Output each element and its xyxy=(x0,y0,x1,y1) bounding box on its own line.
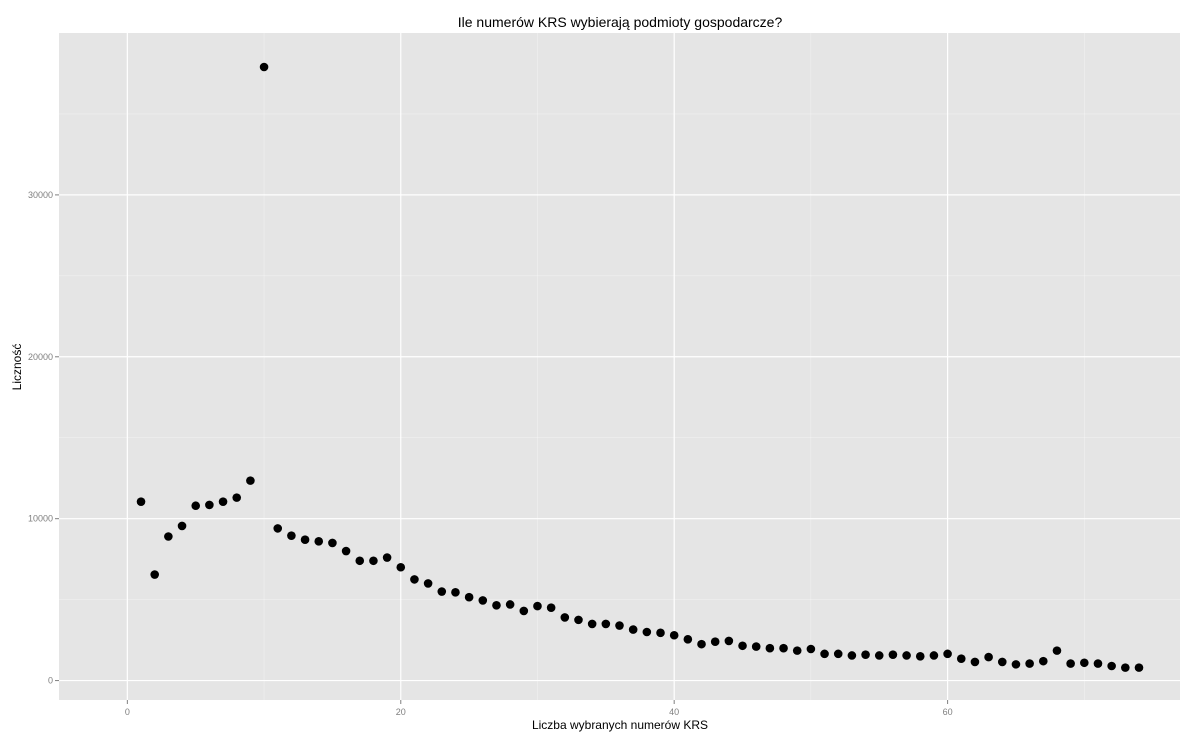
data-point xyxy=(519,606,529,616)
data-point xyxy=(710,637,720,647)
y-tick-label: 0 xyxy=(48,676,53,686)
y-tick-label: 30000 xyxy=(28,190,53,200)
data-point xyxy=(478,596,488,605)
data-point xyxy=(724,636,734,646)
data-point xyxy=(888,650,898,659)
data-point xyxy=(902,651,911,660)
data-point xyxy=(1066,659,1075,668)
x-tick-label: 0 xyxy=(125,707,130,717)
data-point xyxy=(232,493,242,502)
data-point xyxy=(300,535,310,545)
data-point xyxy=(915,651,925,661)
data-point xyxy=(970,657,980,667)
data-point xyxy=(314,537,324,546)
data-point xyxy=(396,562,406,572)
data-point xyxy=(451,588,460,597)
data-point xyxy=(833,649,843,659)
data-point xyxy=(1038,656,1048,666)
data-point xyxy=(997,657,1007,667)
data-point xyxy=(437,587,447,596)
data-point xyxy=(956,654,966,664)
data-point xyxy=(505,600,515,609)
data-point xyxy=(1107,661,1116,671)
data-point xyxy=(287,531,296,540)
axis-ticks: 0 20 40 60 0 10000 20000 30000 xyxy=(28,190,953,717)
data-point xyxy=(874,651,884,660)
data-point xyxy=(150,570,159,579)
data-point xyxy=(697,639,706,649)
data-point xyxy=(164,532,173,541)
data-point xyxy=(943,649,952,659)
data-point xyxy=(464,592,474,602)
data-point xyxy=(601,619,611,629)
data-point xyxy=(806,644,816,654)
data-point xyxy=(615,621,624,630)
chart-title: Ile numerów KRS wybierają podmioty gospo… xyxy=(458,14,783,30)
data-point xyxy=(820,649,829,659)
x-tick-label: 40 xyxy=(669,707,679,717)
data-point xyxy=(1025,659,1034,668)
data-point xyxy=(765,643,775,653)
data-point xyxy=(410,575,419,584)
data-point xyxy=(929,651,939,660)
data-point xyxy=(246,476,255,485)
y-tick-label: 10000 xyxy=(28,514,53,524)
data-point xyxy=(984,652,993,662)
data-point xyxy=(861,650,870,659)
data-point xyxy=(560,613,570,622)
data-point xyxy=(587,619,597,629)
data-point xyxy=(628,625,638,634)
x-tick-label: 60 xyxy=(943,707,953,717)
plot-panel xyxy=(59,33,1180,700)
x-axis-title: Liczba wybranych numerów KRS xyxy=(532,718,708,732)
data-point xyxy=(669,630,679,640)
data-point xyxy=(847,651,857,660)
data-point xyxy=(738,641,747,651)
data-point xyxy=(205,500,214,510)
data-point xyxy=(382,553,392,562)
data-point xyxy=(136,497,146,506)
data-point xyxy=(751,642,761,651)
data-point xyxy=(1093,659,1103,668)
data-point xyxy=(218,497,228,506)
data-point xyxy=(1121,663,1130,672)
data-point xyxy=(683,634,693,644)
data-point xyxy=(1011,660,1021,669)
data-point xyxy=(191,501,201,511)
data-point xyxy=(1080,658,1089,668)
data-point xyxy=(423,579,433,588)
data-point xyxy=(642,627,652,637)
grid-lines xyxy=(59,33,1180,700)
data-point xyxy=(177,521,187,531)
data-point xyxy=(328,538,337,548)
data-point xyxy=(546,603,556,613)
x-tick-label: 20 xyxy=(396,707,406,717)
data-point xyxy=(533,601,542,611)
y-tick-label: 20000 xyxy=(28,352,53,362)
data-point xyxy=(779,643,788,653)
data-point xyxy=(1052,646,1062,655)
data-point xyxy=(656,628,665,638)
data-point xyxy=(273,524,283,533)
data-point xyxy=(341,546,351,556)
data-points xyxy=(136,62,1144,672)
data-point xyxy=(259,62,269,72)
data-point xyxy=(492,600,501,610)
data-point xyxy=(369,556,378,566)
data-point xyxy=(574,615,583,625)
data-point xyxy=(792,646,802,655)
data-point xyxy=(355,556,365,566)
y-axis-title: Liczność xyxy=(10,344,24,391)
data-point xyxy=(1134,663,1144,672)
